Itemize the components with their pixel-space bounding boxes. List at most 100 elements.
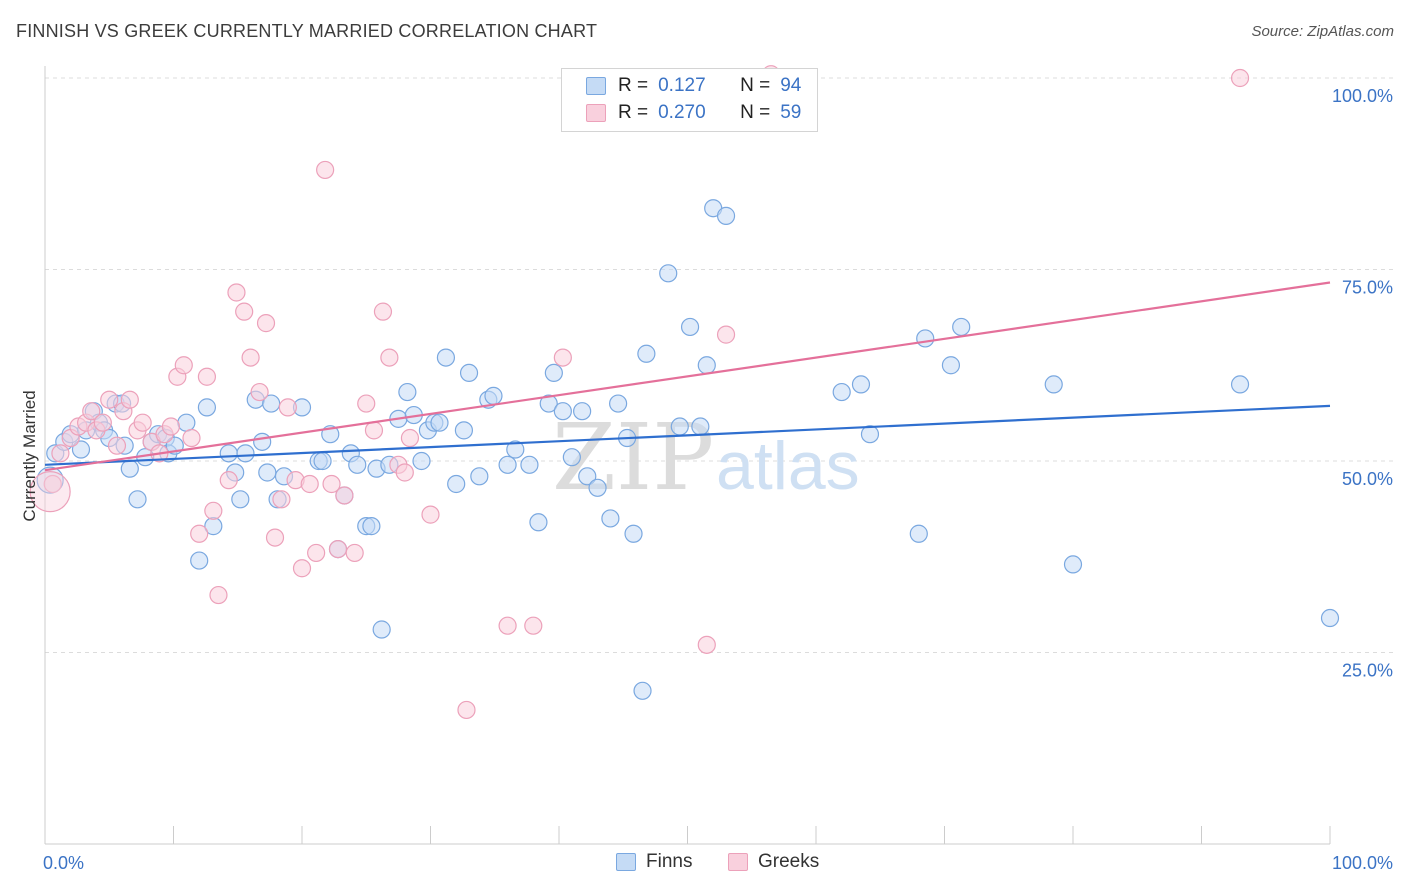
- greeks-point: [345, 543, 364, 563]
- greeks-point: [197, 367, 217, 386]
- bottom-legend-greeks: Greeks: [728, 851, 819, 873]
- finns-point: [313, 451, 332, 471]
- finns-point: [952, 317, 971, 337]
- greeks-point: [328, 539, 348, 559]
- finns-point: [1044, 375, 1063, 394]
- finns-point: [609, 394, 628, 413]
- greeks-point: [307, 543, 326, 563]
- greeks-label: Greeks: [758, 851, 820, 872]
- finns-trend-line: [44, 404, 1331, 466]
- greeks-point: [553, 348, 572, 367]
- finns-point: [484, 386, 503, 405]
- greeks-point: [133, 413, 152, 432]
- greeks-point: [524, 616, 543, 635]
- greeks-point: [316, 160, 335, 180]
- greeks-points: [29, 65, 1250, 720]
- finns-point: [190, 551, 209, 570]
- greeks-point: [357, 394, 376, 413]
- greeks-swatch: [728, 853, 748, 871]
- finns-points: [36, 199, 1340, 700]
- greeks-point: [697, 635, 716, 654]
- greeks-point: [292, 559, 312, 578]
- greeks-point: [278, 398, 297, 417]
- finns-swatch: [616, 853, 636, 871]
- finns-point: [1230, 375, 1250, 394]
- greeks-point: [107, 436, 127, 455]
- axes: [44, 66, 1331, 845]
- finns-point: [624, 524, 643, 543]
- greeks-point: [322, 474, 341, 494]
- finns-point: [637, 344, 656, 363]
- finns-point: [436, 348, 456, 367]
- greeks-point: [161, 417, 181, 436]
- finns-point: [601, 509, 620, 528]
- legend-n-label: N =: [740, 102, 771, 123]
- finns-point: [412, 451, 431, 471]
- greeks-point: [227, 283, 246, 302]
- greeks-point: [498, 616, 517, 635]
- finns-point: [697, 356, 716, 375]
- finns-point: [362, 517, 381, 536]
- finns-point: [120, 459, 139, 478]
- finns-point: [588, 478, 607, 497]
- finns-point: [372, 620, 391, 639]
- finns-point: [447, 474, 466, 494]
- finns-point: [670, 417, 689, 436]
- x-tick-label: 100.0%: [1332, 853, 1393, 873]
- axis-labels: 25.0% 50.0% 75.0% 100.0% 0.0% 100.0%: [43, 86, 1393, 873]
- greeks-swatch: [586, 104, 606, 122]
- finns-point: [860, 425, 880, 444]
- source-note: Source: ZipAtlas.com: [1251, 23, 1394, 40]
- finns-point: [258, 463, 277, 482]
- finns-point: [398, 382, 417, 402]
- y-tick-label: 25.0%: [1342, 661, 1393, 681]
- greeks-point: [250, 382, 269, 402]
- finns-point: [236, 444, 255, 463]
- y-tick-label: 50.0%: [1342, 469, 1393, 489]
- finns-point: [348, 455, 367, 474]
- finns-point: [633, 681, 652, 700]
- finns-point: [539, 394, 558, 413]
- finns-point: [916, 329, 935, 348]
- grid-lines: [45, 77, 1393, 653]
- finns-point: [553, 402, 572, 421]
- y-axis-label: Currently Married: [20, 390, 39, 521]
- greeks-point: [120, 390, 139, 409]
- finns-point: [454, 421, 474, 440]
- finns-point: [177, 413, 196, 432]
- greeks-point: [421, 505, 440, 524]
- finns-point: [716, 206, 736, 225]
- greeks-point: [373, 302, 393, 321]
- legend-r-label: R =: [618, 102, 649, 123]
- greeks-point: [457, 700, 476, 720]
- finns-point: [1063, 555, 1083, 574]
- x-tick-label: 0.0%: [43, 853, 84, 873]
- greeks-point: [395, 463, 414, 482]
- finns-point: [659, 264, 678, 283]
- y-tick-label: 100.0%: [1332, 86, 1393, 106]
- finns-point: [941, 356, 961, 375]
- finns-point: [128, 490, 147, 509]
- finns-point: [71, 440, 91, 459]
- finns-point: [691, 417, 710, 436]
- greeks-point: [256, 314, 276, 333]
- legend-row-finns: R = 0.127 N = 94: [586, 74, 801, 98]
- greeks-point: [100, 390, 119, 409]
- greeks-point: [400, 428, 420, 448]
- legend-n-value: 59: [780, 102, 802, 123]
- bottom-legend-finns: Finns: [616, 851, 692, 873]
- finns-point: [197, 398, 217, 417]
- greeks-point: [364, 421, 384, 440]
- finns-point: [470, 467, 489, 486]
- finns-point: [832, 382, 851, 402]
- greeks-point: [235, 302, 254, 321]
- greeks-point: [265, 528, 285, 547]
- finns-point: [909, 524, 928, 543]
- greeks-point: [335, 486, 354, 505]
- watermark-atlas: atlas: [716, 428, 860, 504]
- finns-point: [544, 363, 563, 383]
- legend-n-value: 94: [780, 75, 802, 96]
- greeks-point: [182, 428, 201, 448]
- legend-row-greeks: R = 0.270 N = 59: [586, 101, 801, 125]
